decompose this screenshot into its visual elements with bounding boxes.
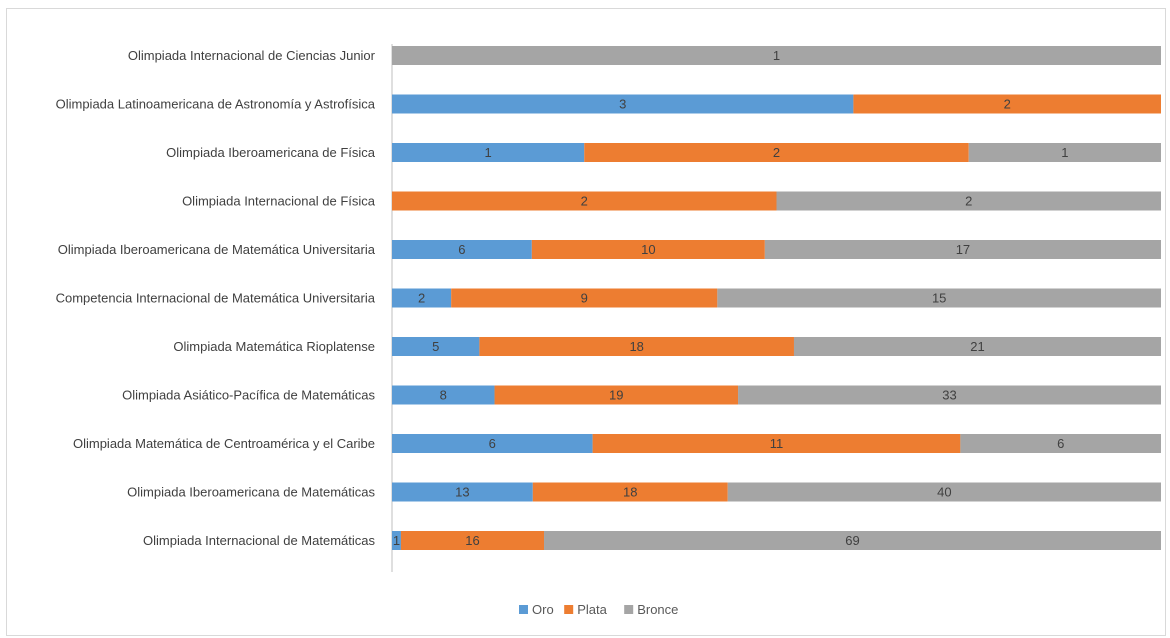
bar-plata-6 bbox=[479, 337, 794, 356]
bar-bronce-3 bbox=[776, 191, 1161, 211]
bar-plata-10 bbox=[400, 531, 545, 550]
bar-plata-8 bbox=[592, 434, 961, 453]
category-label-olimpiada-iberoamericana-de-fisica: Olimpiada Iberoamericana de Física bbox=[166, 145, 376, 160]
category-label-olimpiada-asiatico-pacifica-de-matematicas: Olimpiada Asiático-Pacífica de Matemátic… bbox=[122, 388, 375, 403]
bar-oro-2 bbox=[392, 143, 585, 162]
data-label-oro-5: 2 bbox=[418, 291, 425, 306]
bar-plata-9 bbox=[532, 482, 728, 502]
bar-oro-7 bbox=[392, 385, 495, 405]
bars: 13 21 2 12 26 10 172 9 155 18 218 19 336 11 613 18 401 16… bbox=[392, 46, 1161, 550]
bar-bronce-7 bbox=[738, 385, 1161, 405]
data-label-bronce-8: 6 bbox=[1057, 436, 1064, 451]
legend-swatch-plata bbox=[564, 605, 574, 614]
bar-oro-5 bbox=[392, 288, 452, 308]
data-label-oro-2: 1 bbox=[485, 145, 492, 160]
data-label-plata-7: 19 bbox=[609, 388, 623, 403]
bar-plata-3 bbox=[392, 191, 777, 211]
category-label-olimpiada-latinoamericana-de-astronomia-y-astrofisica: Olimpiada Latinoamericana de Astronomía … bbox=[56, 97, 376, 112]
data-label-bronce-5: 15 bbox=[932, 291, 946, 306]
category-label-olimpiada-matematica-rioplatense: Olimpiada Matemática Rioplatense bbox=[173, 339, 375, 354]
bar-oro-4 bbox=[392, 240, 532, 259]
bar-bronce-9 bbox=[727, 482, 1161, 502]
bar-bronce-0 bbox=[392, 46, 1161, 65]
bar-plata-4 bbox=[531, 240, 765, 259]
data-label-plata-10: 16 bbox=[465, 533, 479, 548]
data-label-bronce-0: 1 bbox=[773, 48, 780, 63]
data-label-bronce-3: 2 bbox=[965, 194, 972, 209]
category-label-olimpiada-iberoamericana-de-matematica-universitaria: Olimpiada Iberoamericana de Matemática U… bbox=[58, 242, 376, 257]
bar-plata-7 bbox=[494, 385, 739, 405]
data-label-oro-4: 6 bbox=[458, 242, 465, 257]
bar-plata-1 bbox=[853, 94, 1161, 114]
data-label-plata-5: 9 bbox=[581, 291, 588, 306]
data-label-oro-1: 3 bbox=[619, 97, 626, 112]
bar-bronce-10 bbox=[544, 531, 1161, 550]
category-label-olimpiada-internacional-de-fisica: Olimpiada Internacional de Física bbox=[182, 194, 376, 209]
legend-swatch-bronce bbox=[624, 605, 634, 614]
category-label-olimpiada-matematica-de-centroamerica-y-el-caribe: Olimpiada Matemática de Centroamérica y … bbox=[73, 436, 375, 451]
data-label-bronce-4: 17 bbox=[956, 242, 970, 257]
bar-plata-5 bbox=[451, 288, 718, 308]
bar-bronce-8 bbox=[960, 434, 1161, 453]
legend-swatch-oro bbox=[519, 605, 528, 614]
bar-bronce-5 bbox=[717, 288, 1161, 308]
data-label-plata-6: 18 bbox=[629, 339, 643, 354]
data-label-plata-2: 2 bbox=[773, 145, 780, 160]
bar-bronce-2 bbox=[968, 143, 1161, 162]
data-label-oro-9: 13 bbox=[455, 485, 469, 500]
data-label-bronce-6: 21 bbox=[970, 339, 984, 354]
category-labels: Olimpiada Internacional de Ciencias Juni… bbox=[56, 48, 376, 548]
data-label-plata-8: 11 bbox=[770, 436, 784, 451]
data-label-plata-3: 2 bbox=[581, 194, 588, 209]
bar-bronce-4 bbox=[764, 240, 1161, 259]
legend-label-oro: Oro bbox=[532, 602, 554, 617]
data-label-bronce-9: 40 bbox=[937, 485, 951, 500]
bar-oro-10 bbox=[392, 531, 401, 550]
data-label-bronce-10: 69 bbox=[845, 533, 859, 548]
legend-label-plata: Plata bbox=[577, 602, 607, 617]
legend-label-bronce: Bronce bbox=[637, 602, 678, 617]
data-label-plata-4: 10 bbox=[641, 242, 655, 257]
bar-oro-6 bbox=[392, 337, 480, 356]
data-label-oro-10: 1 bbox=[393, 533, 400, 548]
bar-oro-1 bbox=[392, 94, 854, 114]
legend: Oro Plata Bronce bbox=[519, 602, 678, 617]
data-label-oro-6: 5 bbox=[432, 339, 439, 354]
bar-bronce-6 bbox=[793, 337, 1161, 356]
category-label-olimpiada-internacional-de-matematicas: Olimpiada Internacional de Matemáticas bbox=[143, 533, 375, 548]
data-label-oro-8: 6 bbox=[489, 436, 496, 451]
data-label-plata-1: 2 bbox=[1004, 97, 1011, 112]
category-label-competencia-internacional-de-matematica-universitaria: Competencia Internacional de Matemática … bbox=[56, 291, 376, 306]
category-label-olimpiada-internacional-de-ciencias-junior: Olimpiada Internacional de Ciencias Juni… bbox=[128, 48, 376, 63]
data-label-bronce-7: 33 bbox=[942, 388, 956, 403]
data-label-bronce-2: 1 bbox=[1061, 145, 1068, 160]
data-label-oro-7: 8 bbox=[440, 388, 447, 403]
bar-oro-8 bbox=[392, 434, 593, 453]
category-label-olimpiada-iberoamericana-de-matematicas: Olimpiada Iberoamericana de Matemáticas bbox=[127, 485, 375, 500]
bar-oro-9 bbox=[392, 482, 533, 502]
bar-plata-2 bbox=[584, 143, 969, 162]
data-label-plata-9: 18 bbox=[623, 485, 637, 500]
